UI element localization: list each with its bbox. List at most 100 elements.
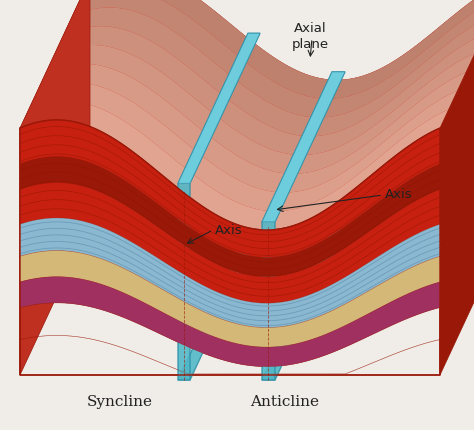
Point — [211, 319, 219, 326]
Polygon shape — [29, 83, 457, 211]
Point — [95, 272, 103, 279]
Point — [169, 298, 176, 305]
Point — [37, 261, 45, 268]
Polygon shape — [262, 72, 345, 222]
Point — [416, 273, 424, 280]
Point — [311, 325, 319, 332]
Point — [95, 257, 103, 264]
Point — [358, 307, 366, 314]
Polygon shape — [20, 183, 440, 303]
Point — [43, 250, 50, 257]
Point — [127, 276, 134, 283]
Point — [343, 311, 350, 318]
Point — [358, 302, 366, 309]
Point — [211, 315, 219, 322]
Text: Axis: Axis — [385, 188, 413, 202]
Polygon shape — [440, 0, 474, 375]
Point — [79, 253, 87, 260]
Point — [421, 276, 429, 283]
Point — [243, 332, 250, 339]
Point — [406, 267, 413, 274]
Point — [406, 282, 413, 289]
Point — [306, 327, 313, 334]
Point — [16, 255, 24, 262]
Polygon shape — [20, 0, 474, 230]
Point — [27, 263, 34, 270]
Polygon shape — [20, 0, 90, 375]
Point — [185, 307, 192, 314]
Point — [301, 332, 308, 339]
Point — [374, 294, 382, 301]
Point — [143, 284, 150, 291]
Point — [221, 319, 229, 326]
Point — [279, 333, 287, 340]
Point — [216, 317, 224, 324]
Point — [332, 320, 339, 327]
Point — [264, 334, 271, 341]
Point — [264, 330, 271, 337]
Point — [85, 264, 92, 271]
Point — [221, 331, 229, 338]
Point — [179, 313, 187, 320]
Point — [58, 260, 66, 267]
Point — [348, 299, 356, 306]
Point — [116, 270, 124, 277]
Point — [174, 306, 182, 313]
Point — [284, 336, 292, 343]
Polygon shape — [178, 33, 260, 183]
Point — [321, 325, 329, 332]
Point — [106, 271, 113, 278]
Point — [58, 265, 66, 272]
Point — [53, 260, 61, 267]
Point — [248, 333, 255, 340]
Point — [232, 322, 239, 329]
Point — [121, 268, 129, 275]
Text: Axis: Axis — [215, 224, 243, 236]
Point — [353, 310, 361, 316]
Point — [269, 330, 276, 337]
Point — [32, 252, 40, 258]
Point — [53, 250, 61, 257]
Point — [169, 303, 176, 310]
Point — [69, 251, 76, 258]
Point — [190, 318, 198, 325]
Point — [53, 265, 61, 272]
Point — [85, 269, 92, 276]
Point — [16, 271, 24, 278]
Point — [121, 283, 129, 290]
Point — [201, 315, 208, 322]
Point — [253, 334, 261, 341]
Point — [95, 262, 103, 269]
Point — [169, 294, 176, 301]
Point — [174, 310, 182, 317]
Point — [64, 250, 71, 257]
Point — [401, 280, 408, 287]
Point — [137, 291, 145, 298]
Point — [106, 261, 113, 268]
Point — [116, 280, 124, 287]
Point — [311, 329, 319, 336]
Point — [295, 334, 303, 341]
Point — [369, 301, 376, 308]
Point — [116, 266, 124, 273]
Point — [195, 321, 203, 328]
Point — [332, 316, 339, 323]
Point — [211, 323, 219, 330]
Point — [321, 316, 329, 323]
Point — [116, 276, 124, 283]
Point — [290, 331, 298, 338]
Polygon shape — [20, 251, 440, 347]
Point — [301, 320, 308, 327]
Point — [174, 301, 182, 308]
Point — [143, 293, 150, 300]
Point — [337, 318, 345, 325]
Text: Axial
plane: Axial plane — [292, 22, 328, 51]
Point — [406, 273, 413, 280]
Point — [121, 273, 129, 280]
Point — [264, 326, 271, 333]
Point — [243, 328, 250, 335]
Polygon shape — [20, 218, 440, 328]
Point — [111, 278, 118, 285]
Point — [190, 305, 198, 312]
Point — [43, 261, 50, 267]
